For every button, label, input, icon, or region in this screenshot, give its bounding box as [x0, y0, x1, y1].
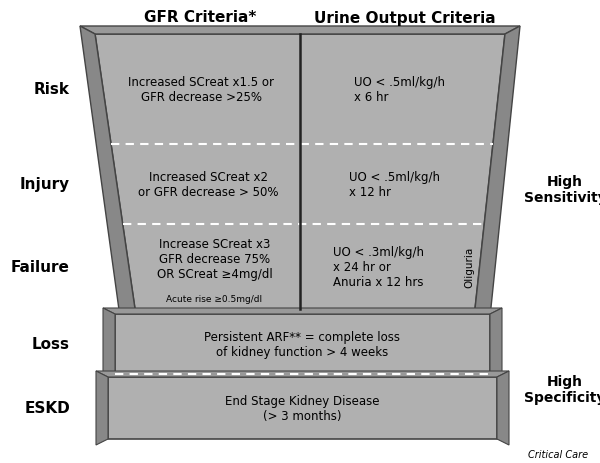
Polygon shape: [475, 27, 520, 317]
Text: Injury: Injury: [20, 177, 70, 192]
Text: Loss: Loss: [32, 337, 70, 352]
Polygon shape: [96, 371, 509, 377]
Polygon shape: [108, 377, 497, 439]
Text: UO < .5ml/kg/h
x 12 hr: UO < .5ml/kg/h x 12 hr: [349, 171, 440, 199]
Polygon shape: [497, 371, 509, 445]
Text: Urine Output Criteria: Urine Output Criteria: [314, 11, 496, 25]
Text: Critical Care: Critical Care: [528, 449, 588, 459]
Text: Increase SCreat x3
GFR decrease 75%
OR SCreat ≥4mg/dl: Increase SCreat x3 GFR decrease 75% OR S…: [157, 238, 272, 281]
Text: GFR Criteria*: GFR Criteria*: [144, 11, 256, 25]
Text: High
Specificity: High Specificity: [524, 374, 600, 404]
Polygon shape: [80, 27, 520, 35]
Polygon shape: [103, 308, 115, 380]
Polygon shape: [95, 35, 505, 309]
Polygon shape: [490, 308, 502, 380]
Text: Oliguria: Oliguria: [464, 246, 475, 288]
Polygon shape: [80, 27, 135, 317]
Text: ESKD: ESKD: [24, 400, 70, 416]
Polygon shape: [115, 314, 490, 374]
Text: Increased SCreat x1.5 or
GFR decrease >25%: Increased SCreat x1.5 or GFR decrease >2…: [128, 76, 275, 104]
Text: End Stage Kidney Disease
(> 3 months): End Stage Kidney Disease (> 3 months): [225, 394, 380, 422]
Text: Acute rise ≥0.5mg/dl: Acute rise ≥0.5mg/dl: [166, 295, 262, 304]
Text: Risk: Risk: [34, 82, 70, 97]
Text: Increased SCreat x2
or GFR decrease > 50%: Increased SCreat x2 or GFR decrease > 50…: [138, 171, 278, 199]
Text: Persistent ARF** = complete loss
of kidney function > 4 weeks: Persistent ARF** = complete loss of kidn…: [205, 330, 401, 358]
Text: UO < .3ml/kg/h
x 24 hr or
Anuria x 12 hrs: UO < .3ml/kg/h x 24 hr or Anuria x 12 hr…: [334, 245, 424, 288]
Text: UO < .5ml/kg/h
x 6 hr: UO < .5ml/kg/h x 6 hr: [354, 76, 445, 104]
Polygon shape: [103, 308, 502, 314]
Polygon shape: [96, 371, 108, 445]
Text: Failure: Failure: [11, 259, 70, 275]
Text: High
Sensitivity: High Sensitivity: [524, 175, 600, 205]
